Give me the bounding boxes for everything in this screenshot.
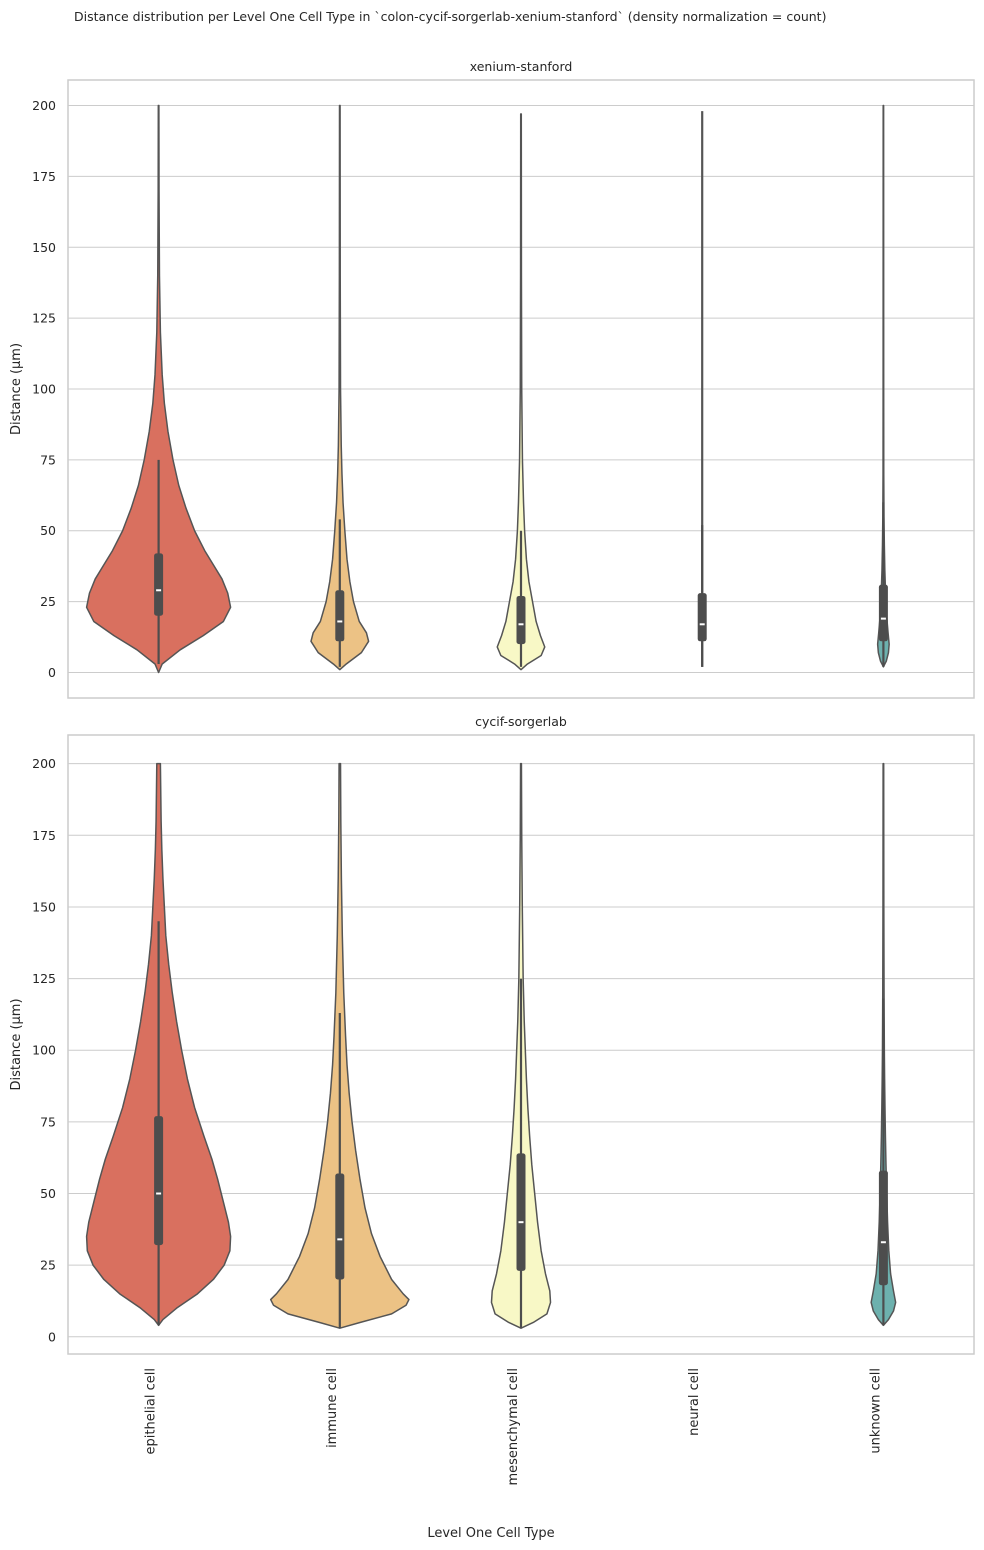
y-tick-label-50: 50 — [40, 1186, 56, 1201]
violin-mesenchymal-cell — [490, 762, 552, 1329]
x-axis-label: Level One Cell Type — [427, 1526, 554, 1541]
iqr-box — [516, 595, 526, 645]
iqr-box — [154, 1116, 164, 1246]
y-tick-label-150: 150 — [32, 240, 56, 255]
x-tick-label-unknown-cell: unknown cell — [868, 1368, 883, 1454]
y-tick-label-25: 25 — [40, 594, 56, 609]
violin-body — [310, 104, 370, 671]
violin-mesenchymal-cell — [496, 113, 546, 671]
iqr-box — [154, 553, 164, 616]
violin-body — [496, 113, 546, 671]
panel-xenium-stanford: 0 25 50 75 100 125 150 175 200 xenium-stanford Dis… — [9, 59, 975, 699]
violin-epithelial-cell — [85, 104, 232, 674]
y-tick-label-175: 175 — [32, 828, 56, 843]
y-axis-label: Distance (µm) — [9, 343, 24, 435]
violin-body — [85, 104, 232, 674]
y-tick-label-175: 175 — [32, 169, 56, 184]
x-tick-label-neural-cell: neural cell — [687, 1368, 702, 1436]
violin-unknown-cell — [870, 762, 897, 1327]
violin-unknown-cell — [876, 104, 890, 668]
x-tick-label-mesenchymal-cell: mesenchymal cell — [506, 1368, 521, 1486]
figure-title: Distance distribution per Level One Cell… — [74, 9, 826, 24]
y-tick-label-25: 25 — [40, 1258, 56, 1273]
panel-frame — [67, 79, 975, 699]
y-tick-label-0: 0 — [48, 1329, 56, 1344]
iqr-box — [335, 1173, 345, 1280]
y-tick-label-75: 75 — [40, 452, 56, 467]
y-axis-label: Distance (µm) — [9, 998, 24, 1090]
violin-neural-cell — [697, 111, 707, 667]
panel-cycif-sorgerlab: 0 25 50 75 100 125 150 175 200 cycif-sorgerlab Dis… — [9, 714, 975, 1355]
violin-immune-cell — [269, 762, 410, 1329]
x-axis-tick-labels: epithelial cell immune cell mesenchymal ce… — [144, 1368, 884, 1486]
panel-title: cycif-sorgerlab — [475, 714, 567, 729]
violin-immune-cell — [310, 104, 370, 671]
y-tick-label-0: 0 — [48, 665, 56, 680]
facet-panels: 0 25 50 75 100 125 150 175 200 xenium-stanford Dis… — [9, 59, 975, 1355]
iqr-box — [878, 1170, 888, 1286]
y-tick-label-125: 125 — [32, 311, 56, 326]
y-tick-label-75: 75 — [40, 1114, 56, 1129]
iqr-box — [878, 584, 888, 642]
x-tick-label-immune-cell: immune cell — [325, 1368, 340, 1448]
y-tick-label-150: 150 — [32, 899, 56, 914]
iqr-box — [335, 590, 345, 642]
y-tick-label-200: 200 — [32, 756, 56, 771]
panel-title: xenium-stanford — [470, 59, 573, 74]
x-tick-label-epithelial-cell: epithelial cell — [144, 1368, 159, 1455]
violin-epithelial-cell — [85, 762, 232, 1327]
y-tick-label-50: 50 — [40, 523, 56, 538]
y-tick-label-100: 100 — [32, 1043, 56, 1058]
panel-frame — [67, 734, 975, 1355]
y-tick-label-100: 100 — [32, 382, 56, 397]
y-tick-label-200: 200 — [32, 98, 56, 113]
iqr-box — [697, 593, 707, 642]
iqr-box — [516, 1153, 526, 1271]
y-tick-label-125: 125 — [32, 971, 56, 986]
